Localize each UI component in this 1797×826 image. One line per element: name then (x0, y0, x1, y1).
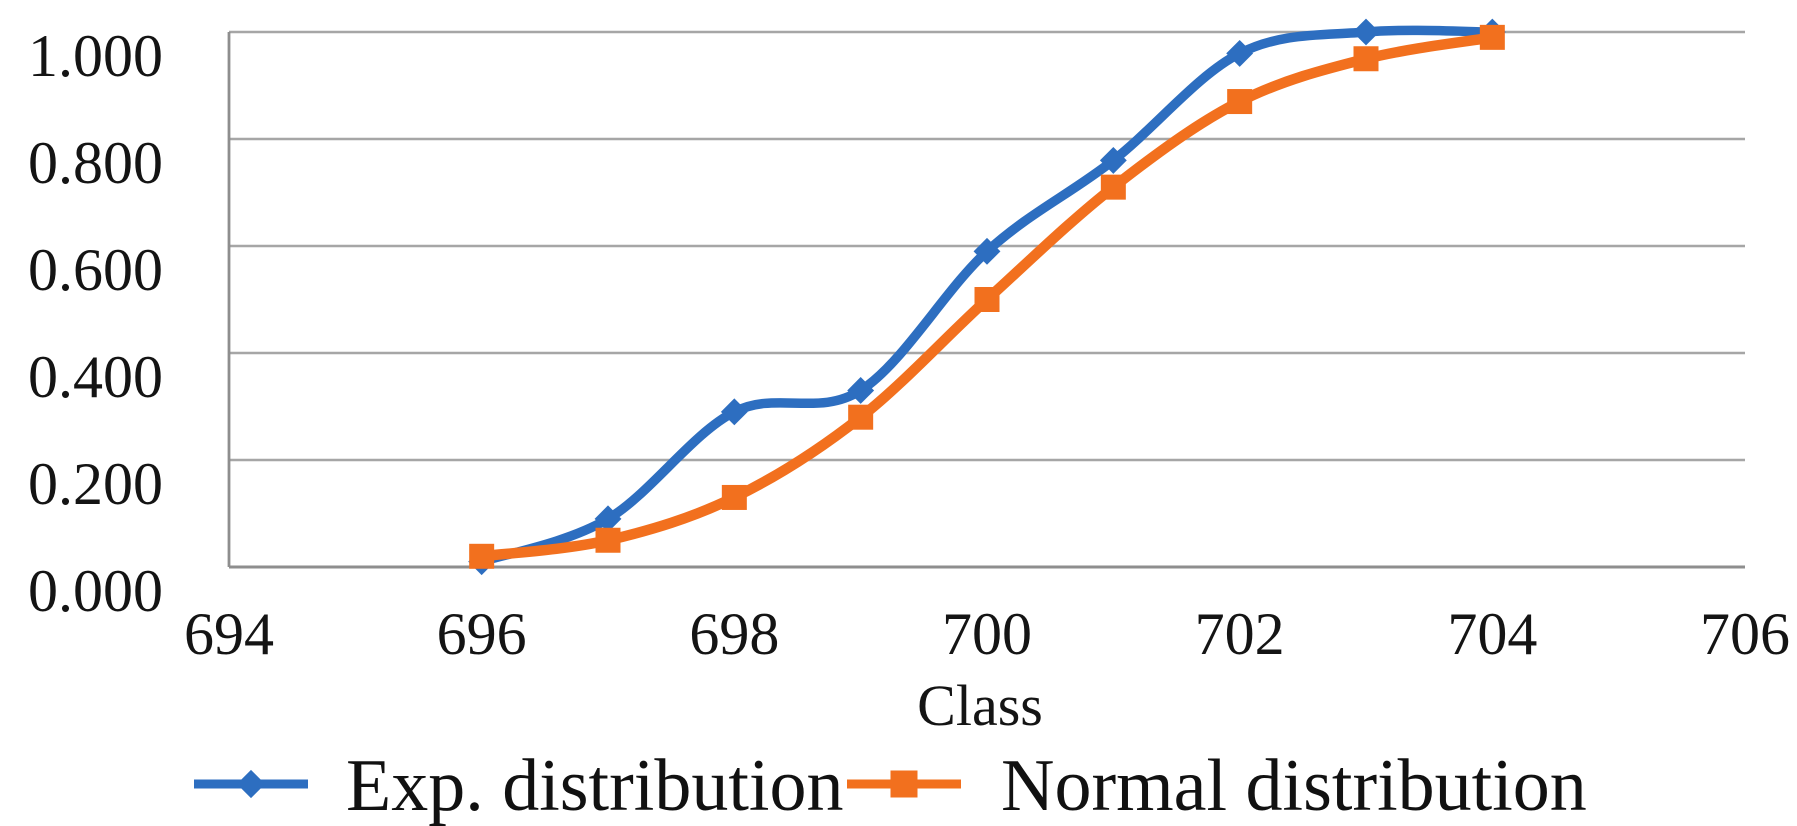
normal-distribution-square-marker (595, 527, 621, 553)
x-tick-label: 694 (184, 601, 274, 667)
x-axis-title: Class (917, 673, 1043, 738)
normal-distribution-square-marker (1100, 174, 1126, 200)
normal-distribution-square-marker (1227, 89, 1253, 115)
y-tick-label: 0.800 (28, 130, 163, 196)
normal-distribution-square-marker (721, 484, 747, 510)
x-tick-label: 704 (1447, 601, 1537, 667)
x-tick-label: 696 (437, 601, 527, 667)
x-tick-label: 702 (1195, 601, 1285, 667)
normal-distribution-square-marker (974, 287, 1000, 312)
normal-distribution-square-marker (469, 543, 495, 569)
y-tick-label: 1.000 (28, 23, 163, 89)
x-tick-label: 700 (942, 601, 1032, 667)
y-tick-label: 0.600 (28, 237, 163, 303)
normal-distribution-square-marker (1479, 24, 1505, 50)
x-tick-label: 706 (1700, 601, 1790, 667)
normal-distribution-square-marker (848, 404, 874, 430)
y-tick-label: 0.200 (28, 451, 163, 517)
exp-distribution-diamond-marker (1352, 18, 1380, 46)
normal-distribution-square-marker (1353, 46, 1379, 72)
x-tick-label: 698 (689, 601, 779, 667)
y-tick-label: 0.400 (28, 344, 163, 410)
y-tick-label: 0.000 (28, 558, 163, 624)
exp-distribution-diamond-marker (594, 505, 622, 533)
